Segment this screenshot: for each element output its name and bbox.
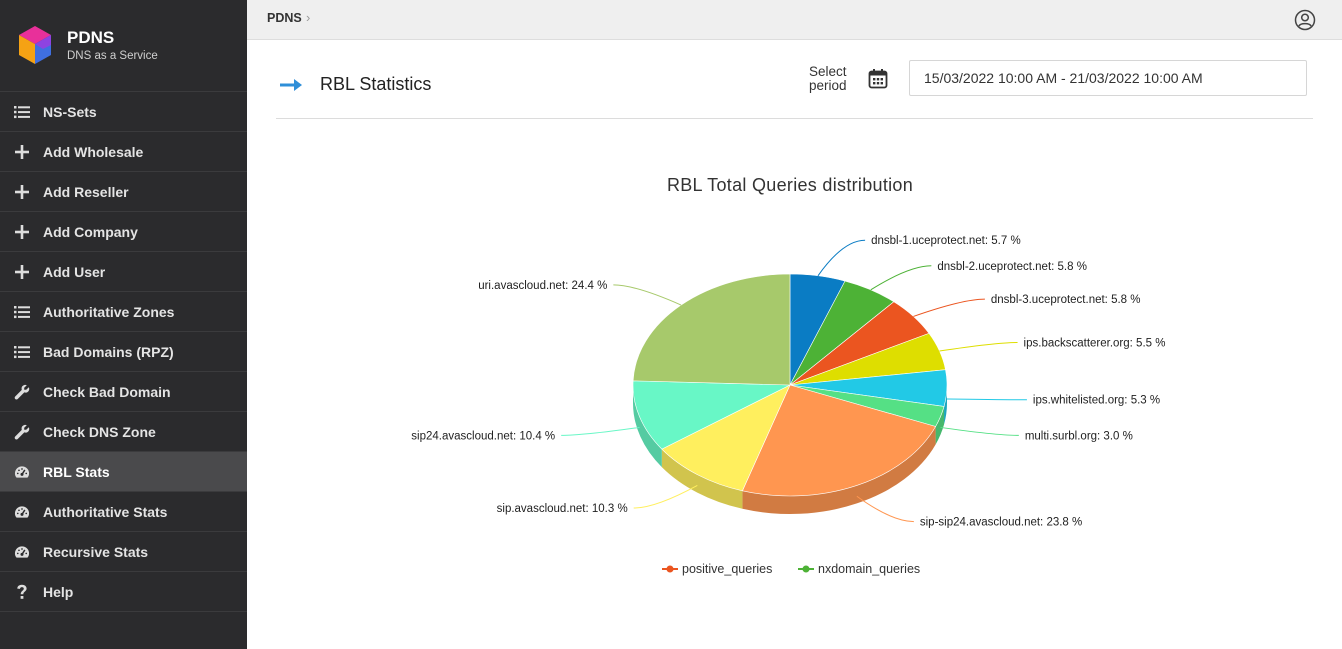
sidebar-item-check-dns-zone[interactable]: Check DNS Zone [0,412,247,452]
legend-label: nxdomain_queries [818,562,920,576]
legend-label: positive_queries [682,562,772,576]
slice-label: dnsbl-2.uceprotect.net: 5.8 % [937,261,1087,273]
sidebar-item-label: Check DNS Zone [43,423,156,440]
question-icon [14,584,30,600]
gauge-icon [14,544,30,560]
pie-side-sip-sip24.avascloud.net [742,426,936,514]
page-title: RBL Statistics [320,74,432,94]
slice-label: sip-sip24.avascloud.net: 23.8 % [920,517,1082,529]
label-connector [940,426,1019,436]
sidebar: PDNS DNS as a Service NS-Sets Add Wholesa… [0,0,247,649]
select-period-label: Select period [809,65,847,93]
sidebar-item-label: NS-Sets [43,103,97,120]
date-range-input[interactable] [909,60,1307,96]
label-connector [613,284,682,306]
pie-side-sip24.avascloud.net [633,385,662,468]
sidebar-item-label: Authoritative Stats [43,503,168,520]
sidebar-item-label: Help [43,583,74,600]
plus-icon [14,264,30,280]
brand[interactable]: PDNS DNS as a Service [0,0,247,92]
plus-icon [14,224,30,240]
gauge-icon [14,464,30,480]
header-divider [276,118,1313,119]
rbl-queries-chart: RBL Total Queries distribution dnsbl-1.u… [248,120,1342,649]
sidebar-item-label: Authoritative Zones [43,303,175,320]
breadcrumb-separator: › [306,10,311,25]
slice-label: dnsbl-1.uceprotect.net: 5.7 % [871,235,1021,247]
wrench-icon [14,384,30,400]
sidebar-item-bad-domains-rpz[interactable]: Bad Domains (RPZ) [0,332,247,372]
pie-side-walls [633,385,947,514]
pie-slice-uri.avascloud.net[interactable] [632,273,791,386]
select-period-label-line1: Select [809,64,847,79]
pie-side-multi.surbl.org [935,406,945,445]
pie-side-sip.avascloud.net [661,449,743,509]
sidebar-item-authoritative-stats[interactable]: Authoritative Stats [0,492,247,532]
sidebar-item-help[interactable]: Help [0,572,247,612]
calendar-icon[interactable] [868,68,888,89]
sidebar-item-add-reseller[interactable]: Add Reseller [0,172,247,212]
slice-label: ips.backscatterer.org: 5.5 % [1024,337,1166,349]
pdns-logo-icon [19,26,51,64]
top-bar: PDNS › [247,0,1342,40]
select-period-label-line2: period [809,78,847,93]
legend-item[interactable]: nxdomain_queries [798,562,920,576]
chart-legend: positive_queries nxdomain_queries [662,562,920,576]
sidebar-item-label: RBL Stats [43,463,110,480]
slice-label: uri.avascloud.net: 24.4 % [478,280,607,292]
wrench-icon [14,424,30,440]
sidebar-item-label: Recursive Stats [43,543,149,560]
list-icon [14,304,30,320]
label-connector [913,298,985,317]
label-connector [817,239,866,277]
legend-item[interactable]: positive_queries [662,562,772,576]
list-icon [14,104,30,120]
plus-icon [14,144,30,160]
chart-title: RBL Total Queries distribution [666,175,914,195]
label-connector [870,265,932,291]
label-connector [561,426,640,436]
user-account-icon[interactable] [1294,9,1316,31]
pie-slice-sip.avascloud.net[interactable] [661,384,791,492]
label-connector [946,398,1027,401]
pie-slice-sip-sip24.avascloud.net[interactable] [741,384,937,497]
sidebar-item-label: Add Wholesale [43,143,144,160]
sidebar-item-authoritative-zones[interactable]: Authoritative Zones [0,292,247,332]
gauge-icon [14,504,30,520]
sidebar-item-add-user[interactable]: Add User [0,252,247,292]
legend-marker [666,565,674,573]
brand-name: PDNS [67,28,115,47]
sidebar-item-add-company[interactable]: Add Company [0,212,247,252]
sidebar-item-label: Check Bad Domain [43,383,171,400]
label-connector [633,484,698,509]
slice-label: sip.avascloud.net: 10.3 % [497,503,628,515]
pie-slice-sip24.avascloud.net[interactable] [632,380,791,450]
sidebar-item-check-bad-domain[interactable]: Check Bad Domain [0,372,247,412]
sidebar-item-add-wholesale[interactable]: Add Wholesale [0,132,247,172]
sidebar-nav: NS-Sets Add Wholesale Add Reseller Add Comp… [0,92,247,612]
arrow-right-icon [280,79,302,91]
breadcrumb-pdns[interactable]: PDNS [267,11,302,25]
legend-marker [802,565,810,573]
slice-label: sip24.avascloud.net: 10.4 % [411,430,555,442]
list-icon [14,344,30,360]
sidebar-item-ns-sets[interactable]: NS-Sets [0,92,247,132]
sidebar-item-recursive-stats[interactable]: Recursive Stats [0,532,247,572]
sidebar-item-label: Add Reseller [43,183,129,200]
sidebar-item-label: Add User [43,263,106,280]
slice-label: ips.whitelisted.org: 5.3 % [1033,395,1160,407]
slice-label: dnsbl-3.uceprotect.net: 5.8 % [991,294,1141,306]
slice-label: multi.surbl.org: 3.0 % [1025,430,1133,442]
pie-side-ips.whitelisted.org [944,385,947,425]
pie-chart: dnsbl-1.uceprotect.net: 5.7 % dnsbl-2.uce… [411,235,1166,576]
sidebar-item-rbl-stats[interactable]: RBL Stats [0,452,247,492]
sidebar-item-label: Add Company [43,223,138,240]
label-connector [856,495,914,523]
brand-tagline: DNS as a Service [67,50,158,62]
plus-icon [14,184,30,200]
sidebar-item-label: Bad Domains (RPZ) [43,343,174,360]
label-connector [939,341,1018,352]
